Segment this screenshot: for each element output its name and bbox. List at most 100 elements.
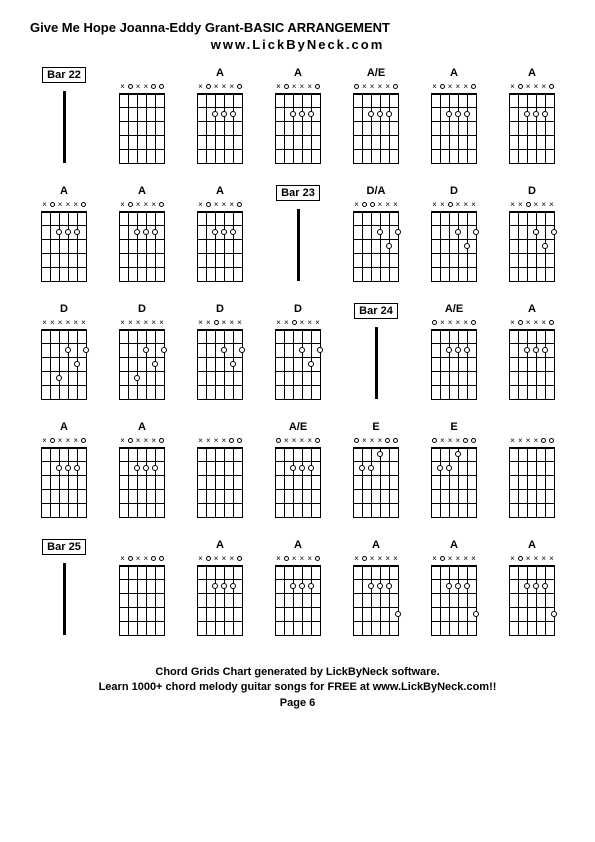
open-marker-icon [540,437,547,447]
nut-markers: ×××× [119,201,165,211]
finger-dot-icon [56,229,62,235]
mute-marker-icon: × [64,319,71,329]
mute-marker-icon: × [119,319,126,329]
nut-markers: ×××× [41,437,87,447]
finger-dot-icon [377,583,383,589]
finger-dot-icon [437,465,443,471]
fretboard [197,565,243,635]
mute-marker-icon: × [454,201,461,211]
mute-marker-icon: × [127,319,134,329]
mute-marker-icon: × [228,555,235,565]
finger-dot-icon [152,465,158,471]
finger-dot-icon [74,229,80,235]
finger-dot-icon [161,347,167,353]
mute-marker-icon: × [72,201,79,211]
chord-diagram: ×××× [505,319,559,409]
finger-dot-icon [386,243,392,249]
open-marker-icon [470,319,477,329]
mute-marker-icon: × [306,437,313,447]
mute-marker-icon: × [431,201,438,211]
finger-dot-icon [290,111,296,117]
chord-diagram: ××××× [505,555,559,645]
finger-dot-icon [65,229,71,235]
nut-markers: ×××× [431,319,477,329]
chord-diagram: ××××× [427,555,481,645]
finger-dot-icon [299,465,305,471]
nut-markers: ×××× [353,201,399,211]
finger-dot-icon [386,111,392,117]
nut-markers: ××× [119,555,165,565]
open-marker-icon [431,437,438,447]
mute-marker-icon: × [135,437,142,447]
mute-marker-icon: × [291,437,298,447]
chord-label: A [216,185,224,199]
finger-dot-icon [290,465,296,471]
finger-dot-icon [473,611,479,617]
chord-diagram: ×××× [37,437,91,527]
bar-line-icon [375,327,378,399]
open-marker-icon [353,83,360,93]
chord-label: E [372,421,379,435]
fretboard [119,329,165,399]
mute-marker-icon: × [298,555,305,565]
mute-marker-icon: × [384,555,391,565]
chord-diagram: ×××××× [115,319,169,409]
mute-marker-icon: × [384,83,391,93]
open-marker-icon [517,555,524,565]
finger-dot-icon [368,465,374,471]
mute-marker-icon: × [470,201,477,211]
open-marker-icon [314,437,321,447]
bar-label: Bar 24 [354,303,398,319]
mute-marker-icon: × [454,319,461,329]
mute-marker-icon: × [64,201,71,211]
finger-dot-icon [230,229,236,235]
mute-marker-icon: × [447,555,454,565]
mute-marker-icon: × [314,319,321,329]
chord-label: A [450,67,458,81]
nut-markers: ×××× [509,319,555,329]
chord-diagram: ×××× [193,201,247,291]
nut-markers: ×××× [119,437,165,447]
chord-diagram: ×××× [427,319,481,409]
chord-diagram-cell: A×××× [108,185,176,291]
open-marker-icon [158,201,165,211]
chord-diagram: ×××× [115,437,169,527]
finger-dot-icon [299,583,305,589]
open-marker-icon [548,319,555,329]
chord-diagram: ××× [115,555,169,645]
finger-dot-icon [221,347,227,353]
finger-dot-icon [134,375,140,381]
chord-diagram: ××× [349,437,403,527]
mute-marker-icon: × [57,319,64,329]
mute-marker-icon: × [369,83,376,93]
mute-marker-icon: × [431,83,438,93]
mute-marker-icon: × [135,555,142,565]
mute-marker-icon: × [291,555,298,565]
mute-marker-icon: × [470,555,477,565]
mute-marker-icon: × [376,83,383,93]
finger-dot-icon [464,243,470,249]
finger-dot-icon [317,347,323,353]
nut-markers: ×××××× [119,319,165,329]
fretboard [197,93,243,163]
fretboard [431,329,477,399]
mute-marker-icon: × [236,319,243,329]
chord-diagram: ×××× [193,83,247,173]
bar-indicator: Bar 25 [30,539,98,645]
fretboard [509,93,555,163]
chord-label: D [138,303,146,317]
mute-marker-icon: × [509,83,516,93]
finger-dot-icon [542,583,548,589]
finger-dot-icon [308,465,314,471]
finger-dot-icon [56,465,62,471]
chord-grid: Bar 22×××A××××A××××A/E××××A××××A××××A×××… [30,67,565,645]
mute-marker-icon: × [517,437,524,447]
fretboard [509,565,555,635]
mute-marker-icon: × [197,201,204,211]
chord-diagram-cell: A××××× [498,539,566,645]
chord-label: A [528,303,536,317]
chord-diagram-cell: D×××××× [30,303,98,409]
nut-markers: ×××× [509,83,555,93]
mute-marker-icon: × [275,83,282,93]
mute-marker-icon: × [532,555,539,565]
